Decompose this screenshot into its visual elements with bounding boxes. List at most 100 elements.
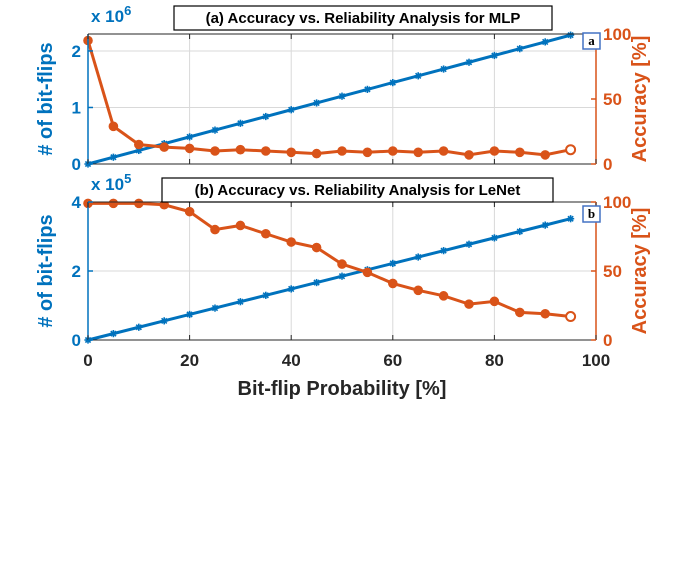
accuracy-point xyxy=(337,259,347,269)
accuracy-point xyxy=(210,224,220,235)
left-axis-label: # of bit-flips xyxy=(35,214,57,327)
accuracy-point xyxy=(286,147,297,158)
panel-title: (a) Accuracy vs. Reliability Analysis fo… xyxy=(206,10,521,27)
axis-multiplier: x 106 xyxy=(91,3,131,26)
accuracy-point xyxy=(337,146,347,156)
accuracy-point xyxy=(362,147,373,158)
accuracy-point xyxy=(108,121,119,132)
bitflips-point xyxy=(414,253,422,261)
bitflips-point xyxy=(363,85,371,93)
bitflips-point xyxy=(287,285,295,293)
bitflips-point xyxy=(440,65,448,73)
accuracy-point xyxy=(565,144,577,156)
accuracy-point xyxy=(438,291,449,301)
bitflips-point xyxy=(516,227,524,236)
accuracy-point xyxy=(362,267,373,278)
bitflips-point xyxy=(186,310,194,319)
axis-multiplier: x 105 xyxy=(91,171,131,194)
x-tick-label: 60 xyxy=(383,351,402,370)
bitflips-point xyxy=(236,298,244,306)
x-tick-label: 20 xyxy=(180,351,199,370)
bitflips-point xyxy=(541,221,549,229)
bitflips-point xyxy=(135,323,143,331)
accuracy-point xyxy=(134,139,144,150)
x-axis-label: Bit-flip Probability [%] xyxy=(238,378,447,400)
bitflips-point xyxy=(211,126,219,134)
bitflips-point xyxy=(465,58,473,66)
accuracy-point xyxy=(134,198,144,209)
bitflips-series-line xyxy=(87,33,571,166)
x-tick-label: 100 xyxy=(582,351,610,370)
axis-multiplier-exponent: 5 xyxy=(124,171,131,186)
x-tick-label: 80 xyxy=(485,351,504,370)
bitflips-point xyxy=(338,272,346,280)
accuracy-point xyxy=(438,146,449,156)
accuracy-point xyxy=(261,146,271,156)
bitflips-point xyxy=(465,240,473,248)
accuracy-point xyxy=(413,285,424,296)
accuracy-point xyxy=(489,146,500,156)
left-tick-label: 0 xyxy=(72,155,81,174)
left-axis-label: # of bit-flips xyxy=(35,42,57,155)
left-tick-label: 2 xyxy=(72,42,81,61)
bitflips-point xyxy=(262,112,270,121)
accuracy-point xyxy=(515,147,525,158)
bitflips-point xyxy=(186,133,194,141)
right-tick-label: 100 xyxy=(603,193,631,212)
accuracy-point xyxy=(184,143,195,154)
panel-badge: a xyxy=(588,33,595,48)
accuracy-point xyxy=(210,146,220,156)
accuracy-point xyxy=(413,147,424,158)
accuracy-point xyxy=(388,278,398,289)
accuracy-point xyxy=(565,311,577,323)
accuracy-point xyxy=(388,146,398,156)
bitflips-point xyxy=(236,119,244,127)
left-tick-label: 0 xyxy=(72,331,81,350)
right-axis-label: Accuracy [%] xyxy=(629,36,651,163)
accuracy-point xyxy=(261,228,271,239)
accuracy-point xyxy=(464,299,474,309)
accuracy-point xyxy=(159,142,169,152)
accuracy-point xyxy=(540,308,551,319)
panel-title: (b) Accuracy vs. Reliability Analysis fo… xyxy=(195,182,521,199)
panel-title-box xyxy=(173,5,553,31)
bitflips-point xyxy=(440,247,448,255)
panel-badge-box xyxy=(582,205,601,223)
axis-multiplier-base: x 10 xyxy=(91,175,124,194)
right-tick-label: 50 xyxy=(603,262,622,281)
right-axis-label: Accuracy [%] xyxy=(629,208,651,335)
bitflips-point xyxy=(541,38,549,46)
accuracy-point xyxy=(235,220,246,231)
x-tick-label: 40 xyxy=(282,351,301,370)
accuracy-point xyxy=(286,237,297,247)
bitflips-point xyxy=(313,278,321,287)
bitflips-point xyxy=(160,317,168,325)
bitflips-point xyxy=(490,51,498,60)
accuracy-point xyxy=(464,150,474,160)
accuracy-point xyxy=(108,198,119,209)
panel-title-box xyxy=(161,177,554,203)
accuracy-series-line xyxy=(86,40,571,157)
bitflips-point xyxy=(211,304,219,312)
bitflips-point xyxy=(389,79,397,87)
bitflips-point xyxy=(389,259,397,268)
axis-multiplier-exponent: 6 xyxy=(124,3,131,18)
bitflips-point xyxy=(109,330,117,338)
x-tick-label: 0 xyxy=(83,351,92,370)
right-tick-label: 50 xyxy=(603,90,622,109)
accuracy-point xyxy=(184,206,195,217)
accuracy-point xyxy=(515,307,525,318)
panel-badge: b xyxy=(588,206,595,221)
bitflips-series-line xyxy=(87,217,571,342)
right-tick-label: 0 xyxy=(603,155,612,174)
left-tick-label: 1 xyxy=(72,98,81,117)
bitflips-point xyxy=(109,153,117,161)
accuracy-point xyxy=(311,242,322,253)
panel-badge-box xyxy=(582,32,601,50)
accuracy-point xyxy=(540,150,551,160)
bitflips-point xyxy=(338,92,346,100)
bitflips-point xyxy=(414,72,422,80)
bitflips-point xyxy=(262,291,270,299)
axis-multiplier-base: x 10 xyxy=(91,7,124,26)
